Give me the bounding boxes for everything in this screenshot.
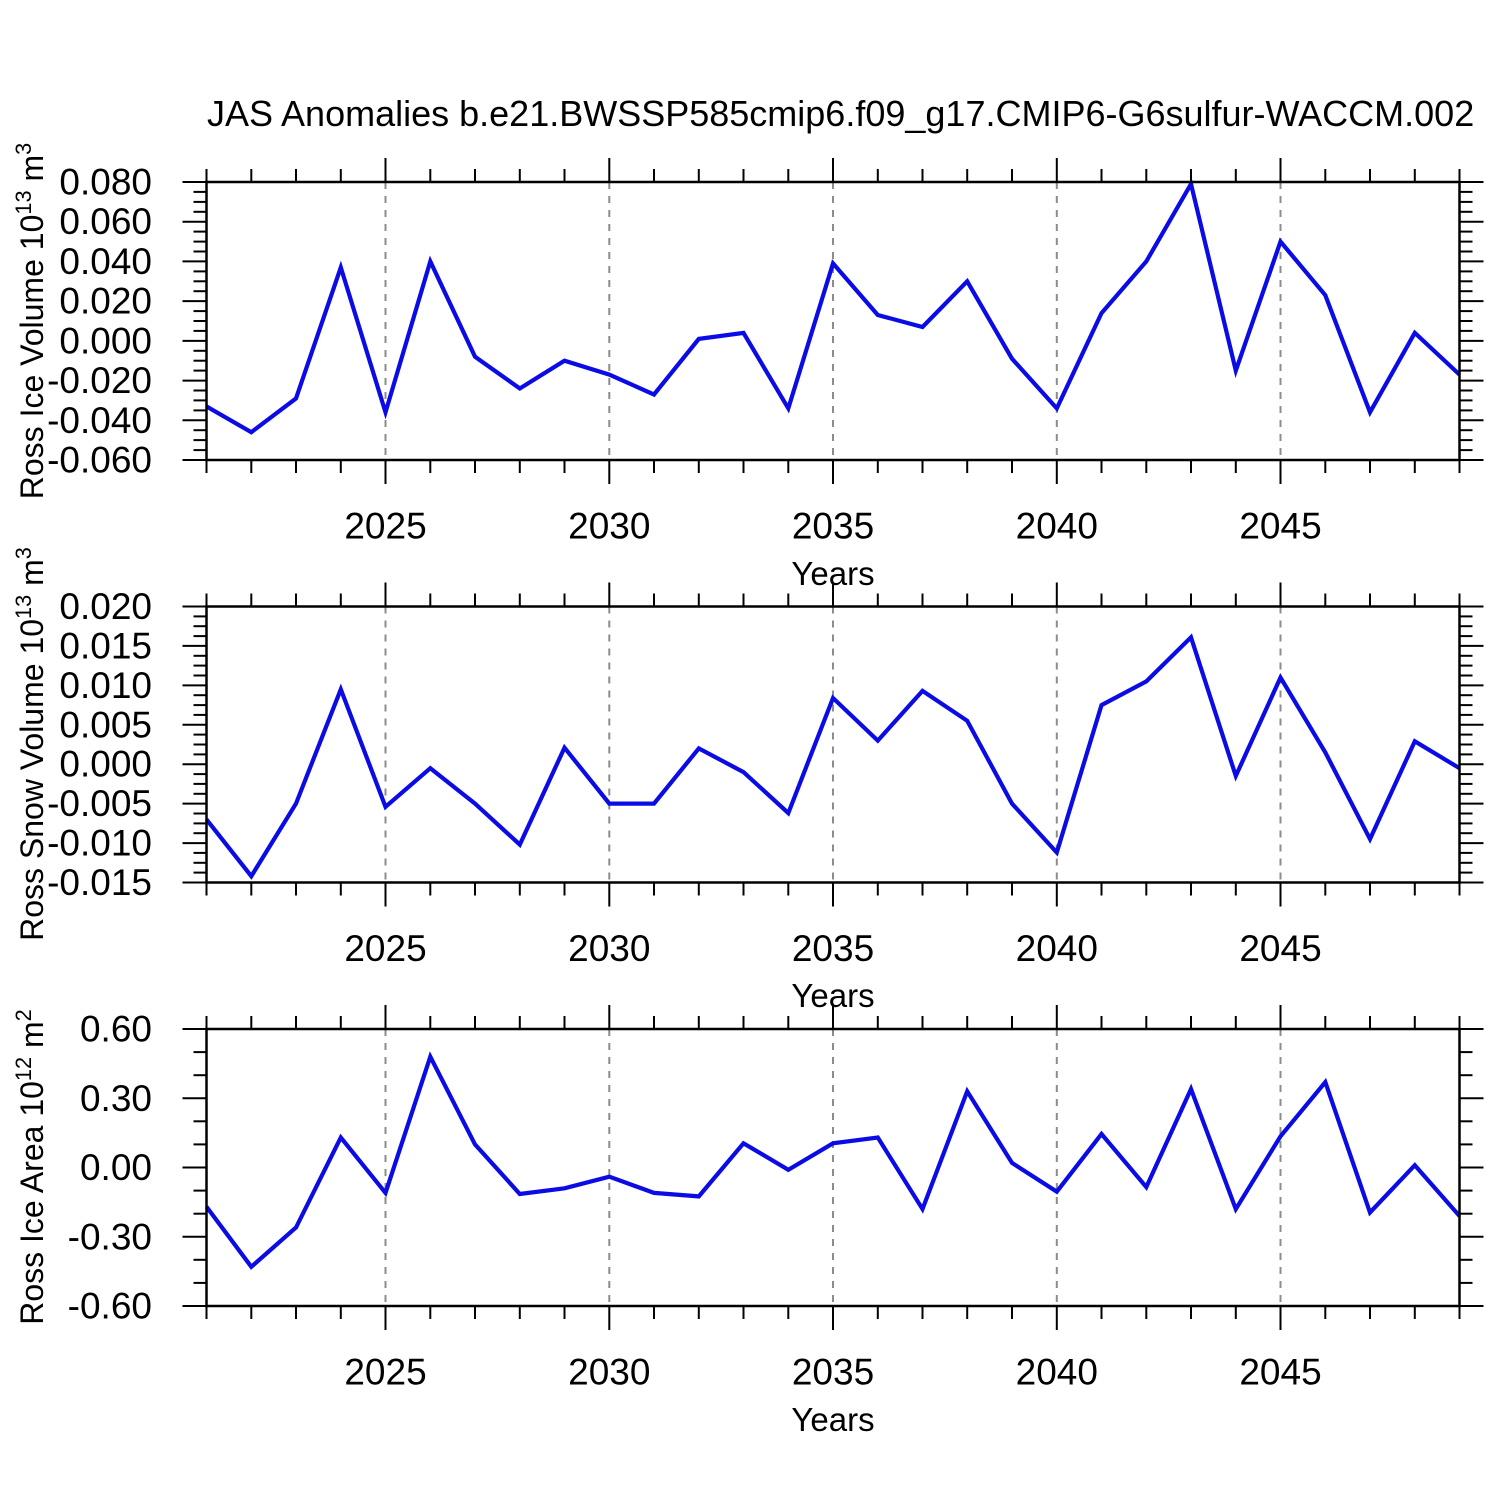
y-tick-label: -0.60 <box>68 1286 152 1327</box>
y-axis-title-ice-area: Ross Ice Area 1012 m2 <box>11 1009 51 1325</box>
x-axis-title-panel3: Years <box>791 1401 875 1438</box>
x-tick-label: 2030 <box>568 1352 650 1393</box>
y-tick-label: 0.020 <box>59 281 152 322</box>
y-tick-label: -0.040 <box>47 400 152 441</box>
y-tick-label: 0.00 <box>80 1147 152 1188</box>
x-tick-label: 2030 <box>568 928 650 969</box>
y-axis-title-ice-volume: Ross Ice Volume 1013 m3 <box>11 143 51 499</box>
y-tick-label: -0.005 <box>47 783 152 824</box>
x-tick-label: 2025 <box>344 506 426 547</box>
y-axis-title-exponent: 12 <box>11 1056 37 1082</box>
y-tick-label: -0.020 <box>47 360 152 401</box>
figure-title: JAS Anomalies b.e21.BWSSP585cmip6.f09_g1… <box>207 93 1475 134</box>
y-tick-label: 0.000 <box>59 320 152 361</box>
x-tick-label: 2025 <box>344 928 426 969</box>
data-line-panel3 <box>204 1051 1462 1270</box>
y-tick-label: 0.000 <box>59 744 152 785</box>
x-axis-title-panel1: Years <box>791 555 875 592</box>
y-axis-title-exponent: 13 <box>11 594 37 619</box>
y-tick-label: 0.010 <box>59 665 152 706</box>
x-tick-label: 2030 <box>568 506 650 547</box>
plot-frame-panel1 <box>205 180 1461 462</box>
x-tick-label: 2025 <box>344 1352 426 1393</box>
x-axis-title-panel2: Years <box>791 977 875 1014</box>
y-tick-label: 0.080 <box>59 162 152 203</box>
y-axis-title-text: Ross Ice Volume 10 <box>13 214 50 500</box>
x-tick-label: 2040 <box>1016 928 1098 969</box>
x-tick-label: 2040 <box>1016 506 1098 547</box>
y-axis-title-snow-volume: Ross Snow Volume 1013 m3 <box>11 547 51 941</box>
y-axis-title-unit-exponent: 2 <box>11 1009 37 1022</box>
x-tick-label: 2045 <box>1239 1352 1321 1393</box>
y-axis-title-unit-exponent: 3 <box>11 142 37 155</box>
x-tick-label: 2040 <box>1016 1352 1098 1393</box>
y-tick-label: 0.040 <box>59 241 152 282</box>
y-axis-title-exponent: 13 <box>11 190 37 215</box>
y-tick-label: 0.60 <box>80 1009 152 1050</box>
x-tick-label: 2045 <box>1239 928 1321 969</box>
data-line-panel1 <box>205 178 1461 435</box>
y-axis-title-unit-exponent: 3 <box>11 547 37 560</box>
y-tick-label: -0.015 <box>47 862 152 903</box>
data-line-panel2 <box>204 633 1461 880</box>
y-tick-label: -0.30 <box>68 1216 152 1257</box>
y-axis-title-unit: m <box>13 1021 50 1057</box>
y-tick-label: -0.010 <box>47 823 152 864</box>
y-tick-label: 0.005 <box>59 704 152 745</box>
x-tick-label: 2035 <box>792 928 874 969</box>
y-axis-title-unit: m <box>13 154 50 191</box>
x-tick-label: 2035 <box>792 506 874 547</box>
plot-frame-panel2 <box>205 605 1461 884</box>
y-tick-label: 0.060 <box>59 201 152 242</box>
y-axis-title-text: Ross Snow Volume 10 <box>13 618 50 941</box>
y-tick-label: 0.30 <box>80 1078 152 1119</box>
x-tick-label: 2045 <box>1239 506 1321 547</box>
y-axis-title-text: Ross Ice Area 10 <box>13 1081 50 1325</box>
x-tick-label: 2035 <box>792 1352 874 1393</box>
y-axis-title-unit: m <box>13 559 50 595</box>
y-tick-label: 0.015 <box>59 625 152 666</box>
y-tick-label: -0.060 <box>47 440 152 481</box>
y-tick-label: 0.020 <box>59 586 152 627</box>
